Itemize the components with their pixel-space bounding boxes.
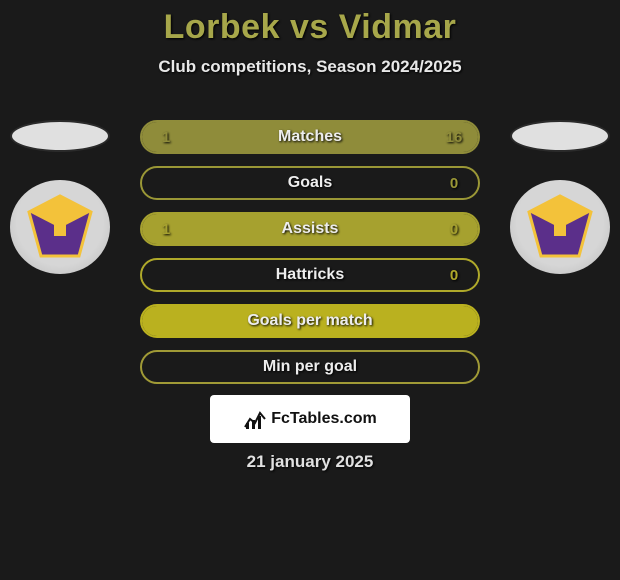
stat-label: Matches: [190, 128, 430, 146]
player-card-left: [10, 120, 110, 270]
stat-label: Min per goal: [190, 358, 430, 376]
stat-value-left: 1: [142, 221, 190, 238]
stat-value-right: 16: [430, 129, 478, 146]
page-title: Lorbek vs Vidmar: [0, 8, 620, 47]
header: Lorbek vs Vidmar Club competitions, Seas…: [0, 0, 620, 77]
page-subtitle: Club competitions, Season 2024/2025: [0, 57, 620, 77]
stat-label: Assists: [190, 220, 430, 238]
player-silhouette-right: [510, 120, 610, 152]
stat-value-right: 0: [430, 267, 478, 284]
stat-row-assists: 1Assists0: [140, 212, 480, 246]
stat-label: Hattricks: [190, 266, 430, 284]
player-silhouette-left: [10, 120, 110, 152]
stat-value-right: 0: [430, 221, 478, 238]
source-logo: FcTables.com: [210, 395, 410, 443]
stat-row-matches: 1Matches16: [140, 120, 480, 154]
snapshot-date: 21 january 2025: [0, 452, 620, 472]
stat-label: Goals: [190, 174, 430, 192]
comparison-table: 1Matches16Goals01Assists0Hattricks0Goals…: [140, 120, 480, 384]
club-badge-right: [510, 180, 610, 274]
shield-icon: [525, 194, 595, 260]
stat-value-right: 0: [430, 175, 478, 192]
stat-row-hattricks: Hattricks0: [140, 258, 480, 292]
shield-icon: [25, 194, 95, 260]
chart-icon: [243, 407, 267, 431]
club-badge-left: [10, 180, 110, 274]
stat-row-goals: Goals0: [140, 166, 480, 200]
stat-label: Goals per match: [190, 312, 430, 330]
stat-row-gpm: Goals per match: [140, 304, 480, 338]
source-logo-text: FcTables.com: [271, 410, 377, 428]
player-card-right: [510, 120, 610, 270]
stat-value-left: 1: [142, 129, 190, 146]
stat-row-mpg: Min per goal: [140, 350, 480, 384]
